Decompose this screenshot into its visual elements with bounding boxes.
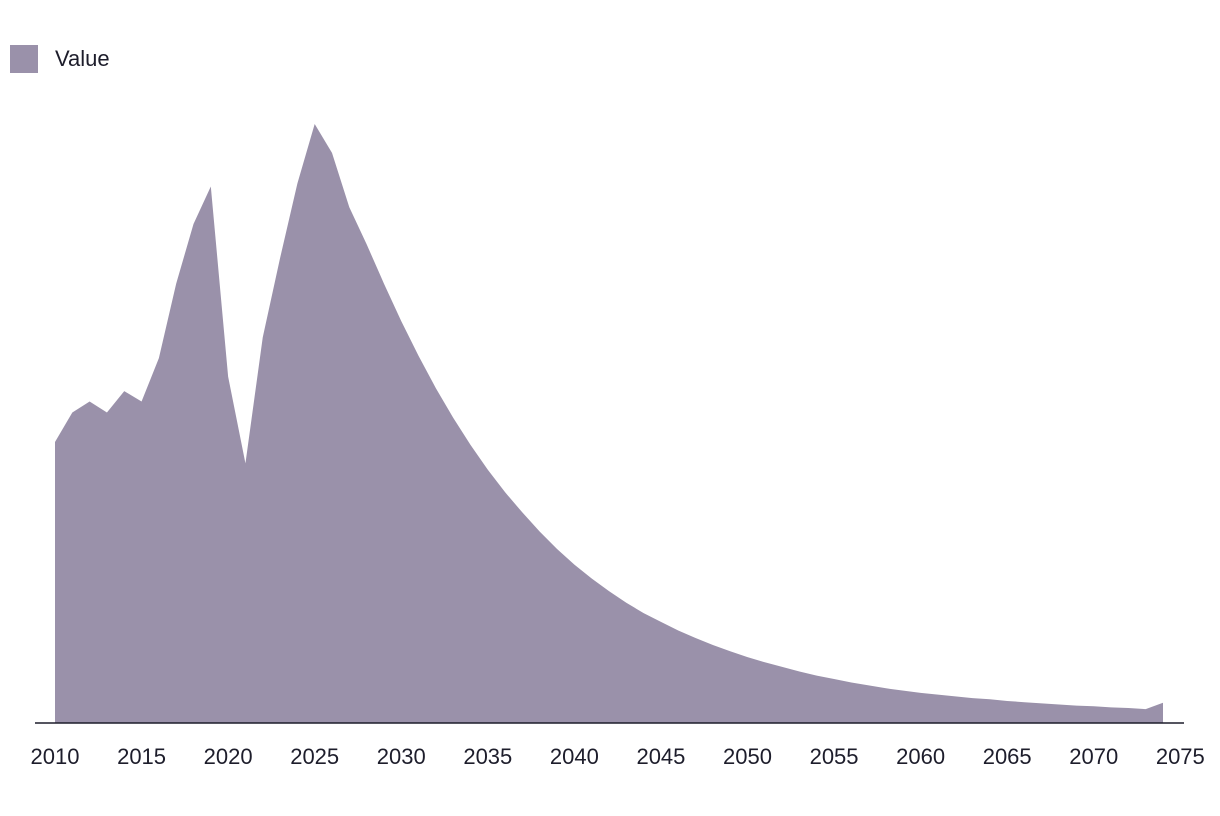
legend-swatch <box>10 45 38 73</box>
x-tick-label-2025: 2025 <box>290 744 339 769</box>
x-tick-label-2070: 2070 <box>1069 744 1118 769</box>
series-area-value <box>55 124 1163 723</box>
data-point-2069 <box>1074 704 1078 708</box>
x-tick-label-2035: 2035 <box>463 744 512 769</box>
data-point-2012 <box>88 400 92 404</box>
data-point-2038 <box>538 530 542 534</box>
data-point-2065 <box>1005 699 1009 703</box>
data-point-2016 <box>157 356 161 360</box>
data-point-2044 <box>642 611 646 615</box>
x-tick-label-2030: 2030 <box>377 744 426 769</box>
data-point-2040 <box>572 563 576 567</box>
data-point-2053 <box>797 670 801 674</box>
legend: Value <box>10 44 110 74</box>
data-point-2057 <box>867 683 871 687</box>
data-point-2072 <box>1126 706 1130 710</box>
data-point-2067 <box>1040 701 1044 705</box>
data-point-2037 <box>520 511 524 515</box>
data-point-2017 <box>174 282 178 286</box>
data-point-2059 <box>901 689 905 693</box>
data-point-2042 <box>607 589 611 593</box>
data-point-2047 <box>694 636 698 640</box>
x-tick-label-2045: 2045 <box>636 744 685 769</box>
data-point-2024 <box>295 182 299 186</box>
x-tick-label-2010: 2010 <box>31 744 80 769</box>
data-point-2029 <box>382 282 386 286</box>
data-point-2070 <box>1092 704 1096 708</box>
data-point-2068 <box>1057 703 1061 707</box>
x-tick-label-2075: 2075 <box>1156 744 1205 769</box>
data-point-2066 <box>1023 700 1027 704</box>
chart-marks <box>53 122 1165 723</box>
data-point-2018 <box>192 222 196 226</box>
data-point-2011 <box>70 411 74 415</box>
data-point-2039 <box>555 547 559 551</box>
data-point-2050 <box>746 655 750 659</box>
x-axis-ticks: 2010 2015 2020 2025 2030 2035 2040 2045 2050 2055… <box>31 744 1205 769</box>
data-point-2035 <box>486 468 490 472</box>
data-point-2054 <box>815 674 819 678</box>
data-point-2025 <box>313 122 317 126</box>
data-point-2058 <box>884 686 888 690</box>
data-point-2022 <box>261 335 265 339</box>
x-tick-label-2050: 2050 <box>723 744 772 769</box>
data-point-2064 <box>988 697 992 701</box>
data-point-2023 <box>278 256 282 260</box>
data-point-2032 <box>434 386 438 390</box>
data-point-2010 <box>53 440 57 444</box>
data-point-2020 <box>226 375 230 379</box>
data-point-2056 <box>849 681 853 685</box>
x-tick-label-2060: 2060 <box>896 744 945 769</box>
data-point-2019 <box>209 184 213 188</box>
data-point-2062 <box>953 694 957 698</box>
data-point-2052 <box>780 665 784 669</box>
data-point-2074 <box>1161 701 1165 705</box>
data-point-2014 <box>122 389 126 393</box>
data-point-2027 <box>347 205 351 209</box>
data-point-2061 <box>936 693 940 697</box>
watermark: GlobalData <box>494 387 727 436</box>
x-tick-label-2040: 2040 <box>550 744 599 769</box>
data-point-2031 <box>417 354 421 358</box>
data-point-2049 <box>728 649 732 653</box>
data-point-2048 <box>711 643 715 647</box>
data-point-2026 <box>330 151 334 155</box>
data-point-2033 <box>451 416 455 420</box>
data-point-2063 <box>971 696 975 700</box>
data-point-2051 <box>763 660 767 664</box>
data-point-2034 <box>469 443 473 447</box>
x-tick-label-2055: 2055 <box>810 744 859 769</box>
data-point-2036 <box>503 490 507 494</box>
data-point-2073 <box>1144 707 1148 711</box>
data-point-2028 <box>365 242 369 246</box>
data-point-2041 <box>590 576 594 580</box>
legend-label-value: Value <box>55 46 110 71</box>
data-point-2071 <box>1109 705 1113 709</box>
data-point-2013 <box>105 411 109 415</box>
data-point-2043 <box>624 601 628 605</box>
data-point-2060 <box>919 691 923 695</box>
data-point-2030 <box>399 319 403 323</box>
x-tick-label-2020: 2020 <box>204 744 253 769</box>
data-point-2045 <box>659 620 663 624</box>
data-point-2055 <box>832 677 836 681</box>
data-point-2021 <box>243 461 247 465</box>
data-point-2046 <box>676 628 680 632</box>
x-tick-label-2065: 2065 <box>983 744 1032 769</box>
data-point-2015 <box>140 400 144 404</box>
x-tick-label-2015: 2015 <box>117 744 166 769</box>
